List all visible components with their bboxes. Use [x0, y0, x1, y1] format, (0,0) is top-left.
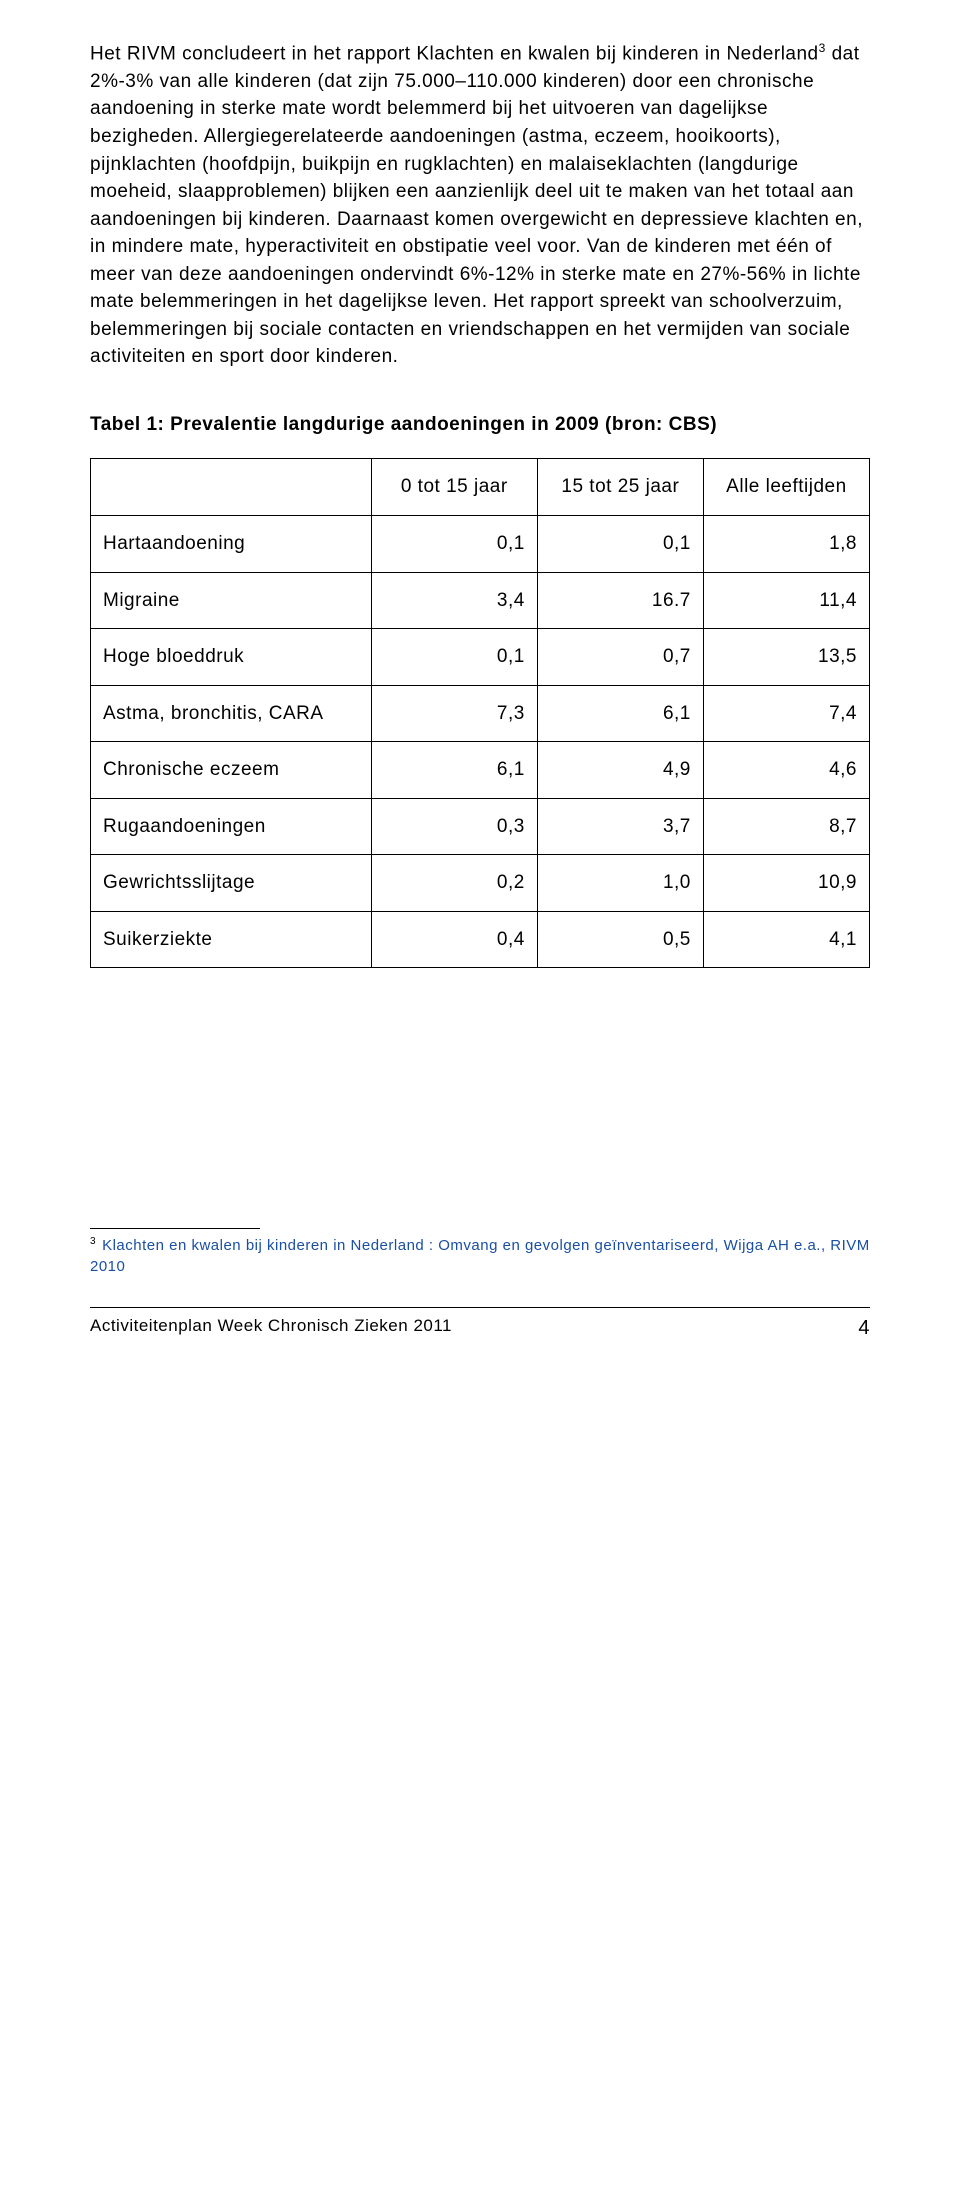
row-val: 0,7	[537, 629, 703, 686]
row-val: 0,4	[371, 911, 537, 968]
row-label: Astma, bronchitis, CARA	[91, 685, 372, 742]
footer-title: Activiteitenplan Week Chronisch Zieken 2…	[90, 1314, 452, 1343]
footnote-ref: 3	[819, 41, 826, 55]
row-label: Hartaandoening	[91, 515, 372, 572]
footnote-number: 3	[90, 1236, 96, 1247]
row-val: 6,1	[537, 685, 703, 742]
row-val: 6,1	[371, 742, 537, 799]
row-val: 7,4	[703, 685, 869, 742]
row-val: 0,2	[371, 855, 537, 912]
table-row: Hoge bloeddruk 0,1 0,7 13,5	[91, 629, 870, 686]
header-col3: Alle leeftijden	[703, 459, 869, 516]
body-paragraph: Het RIVM concludeert in het rapport Klac…	[90, 40, 870, 371]
row-label: Chronische eczeem	[91, 742, 372, 799]
row-val: 0,5	[537, 911, 703, 968]
row-val: 0,1	[371, 629, 537, 686]
row-val: 1,0	[537, 855, 703, 912]
prevalence-table: 0 tot 15 jaar 15 tot 25 jaar Alle leefti…	[90, 458, 870, 968]
row-val: 1,8	[703, 515, 869, 572]
para-part1: Het RIVM concludeert in het rapport Klac…	[90, 43, 819, 64]
row-val: 4,6	[703, 742, 869, 799]
table-title: Tabel 1: Prevalentie langdurige aandoeni…	[90, 411, 870, 439]
header-col1: 0 tot 15 jaar	[371, 459, 537, 516]
table-row: Gewrichtsslijtage 0,2 1,0 10,9	[91, 855, 870, 912]
page-number: 4	[858, 1314, 870, 1343]
row-label: Gewrichtsslijtage	[91, 855, 372, 912]
table-row: Migraine 3,4 16.7 11,4	[91, 572, 870, 629]
footnote-separator	[90, 1228, 260, 1229]
table-row: Astma, bronchitis, CARA 7,3 6,1 7,4	[91, 685, 870, 742]
row-val: 4,1	[703, 911, 869, 968]
row-val: 4,9	[537, 742, 703, 799]
header-empty	[91, 459, 372, 516]
row-val: 10,9	[703, 855, 869, 912]
row-val: 11,4	[703, 572, 869, 629]
row-val: 0,3	[371, 798, 537, 855]
row-label: Migraine	[91, 572, 372, 629]
footer-separator	[90, 1307, 870, 1308]
row-val: 0,1	[371, 515, 537, 572]
row-label: Suikerziekte	[91, 911, 372, 968]
row-val: 13,5	[703, 629, 869, 686]
header-col2: 15 tot 25 jaar	[537, 459, 703, 516]
row-val: 3,4	[371, 572, 537, 629]
row-val: 7,3	[371, 685, 537, 742]
footnote: 3Klachten en kwalen bij kinderen in Nede…	[90, 1235, 870, 1277]
table-row: Rugaandoeningen 0,3 3,7 8,7	[91, 798, 870, 855]
row-label: Hoge bloeddruk	[91, 629, 372, 686]
para-part2: dat 2%-3% van alle kinderen (dat zijn 75…	[90, 43, 863, 367]
table-row: Chronische eczeem 6,1 4,9 4,6	[91, 742, 870, 799]
table-row: Suikerziekte 0,4 0,5 4,1	[91, 911, 870, 968]
table-row: Hartaandoening 0,1 0,1 1,8	[91, 515, 870, 572]
row-val: 0,1	[537, 515, 703, 572]
table-header-row: 0 tot 15 jaar 15 tot 25 jaar Alle leefti…	[91, 459, 870, 516]
row-label: Rugaandoeningen	[91, 798, 372, 855]
row-val: 8,7	[703, 798, 869, 855]
row-val: 16.7	[537, 572, 703, 629]
page-footer: Activiteitenplan Week Chronisch Zieken 2…	[90, 1314, 870, 1343]
row-val: 3,7	[537, 798, 703, 855]
footnote-text: Klachten en kwalen bij kinderen in Neder…	[90, 1237, 870, 1275]
